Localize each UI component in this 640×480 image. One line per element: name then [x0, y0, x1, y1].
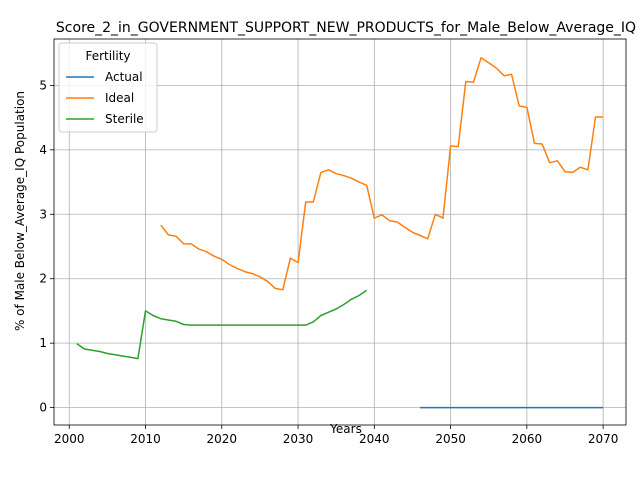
- x-tick-label: 2000: [54, 432, 85, 446]
- axis-ticks: 2000 2010 2020 2030 2040 2050 2060 2070 0 1 2 3 4 5: [39, 78, 618, 446]
- legend-title: Fertility: [85, 49, 130, 63]
- plot-frame: [53, 38, 627, 426]
- x-tick-label: 2030: [283, 432, 314, 446]
- legend-label-sterile: Sterile: [105, 112, 144, 126]
- chart-title: Score_2_in_GOVERNMENT_SUPPORT_NEW_PRODUC…: [56, 20, 636, 36]
- x-tick-label: 2040: [359, 432, 390, 446]
- x-tick-label: 2010: [130, 432, 161, 446]
- x-tick-label: 2070: [588, 432, 619, 446]
- legend: Fertility Actual Ideal Sterile: [58, 42, 158, 133]
- y-tick-label: 1: [39, 336, 47, 350]
- series-lines: [76, 56, 604, 409]
- grid: [54, 39, 626, 425]
- y-axis-label: % of Male Below_Average_IQ Population: [13, 91, 27, 331]
- x-tick-label: 2020: [207, 432, 238, 446]
- series-line-ideal: [160, 56, 604, 291]
- y-tick-label: 2: [39, 272, 47, 286]
- x-axis-label: Years: [329, 422, 362, 436]
- series-line-sterile: [76, 289, 368, 360]
- y-tick-label: 3: [39, 207, 47, 221]
- legend-label-actual: Actual: [105, 70, 143, 84]
- y-tick-label: 5: [39, 78, 47, 92]
- y-tick-label: 0: [39, 401, 47, 415]
- x-tick-label: 2050: [435, 432, 466, 446]
- y-tick-label: 4: [39, 143, 47, 157]
- legend-box: [58, 42, 158, 133]
- x-tick-label: 2060: [512, 432, 543, 446]
- legend-label-ideal: Ideal: [105, 91, 134, 105]
- legend-items: Actual Ideal Sterile: [66, 70, 144, 126]
